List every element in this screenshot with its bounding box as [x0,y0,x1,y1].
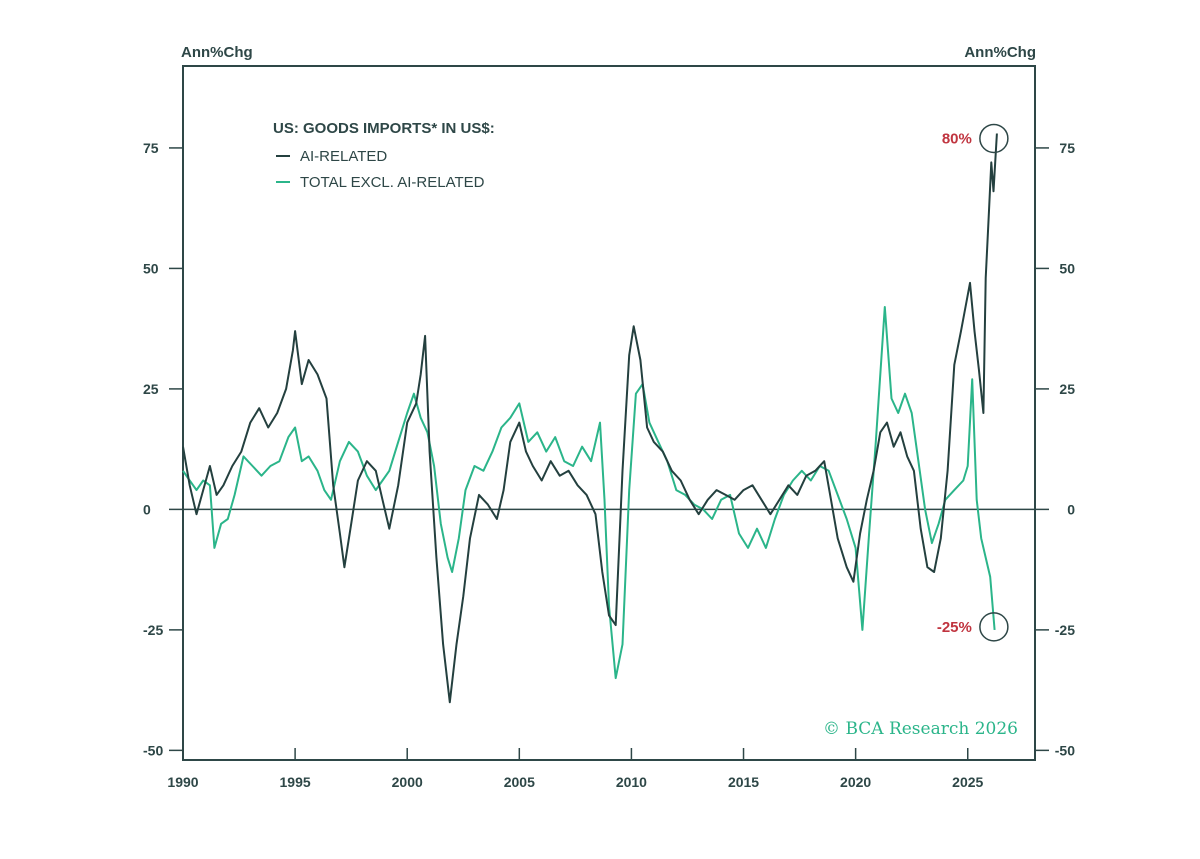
y-tick-label-left: 25 [143,381,159,397]
legend: US: GOODS IMPORTS* IN US$: AI-RELATED TO… [273,120,495,191]
y-tick-label-right: 50 [1059,260,1075,276]
y-tick-label-right: 75 [1059,140,1075,156]
y-tick-label-left: 75 [143,140,159,156]
legend-label-ai-related: AI-RELATED [300,148,387,165]
annotation-circle [979,612,1009,642]
annotation-label: -25% [937,619,972,636]
legend-label-total-excl-ai: TOTAL EXCL. AI-RELATED [300,174,485,191]
series-lines [182,133,998,704]
x-tick-label: 2000 [392,774,423,790]
x-tick-label: 2005 [504,774,535,790]
right-axis-unit: Ann%Chg [964,44,1036,61]
left-axis-unit: Ann%Chg [181,44,253,61]
y-tick-label-left: -25 [143,622,163,638]
y-tick-label-left: 0 [143,501,151,517]
x-tick-label: 2025 [952,774,983,790]
y-tick-label-left: 50 [143,260,159,276]
credit-text: © BCA Research 2026 [823,719,1018,739]
y-tick-label-right: 25 [1059,381,1075,397]
y-tick-label-right: -25 [1055,622,1075,638]
x-tick-label: 2015 [728,774,759,790]
series-line-total-excl-ai [182,306,996,680]
x-tick-label: 2020 [840,774,871,790]
annotations: 80% -25% [937,123,1009,642]
annotation-label: 80% [942,130,972,147]
y-tick-label-right: -50 [1055,742,1075,758]
plot-frame [182,65,1036,761]
y-tick-label-right: 0 [1067,501,1075,517]
x-axis-ticks: 1990 1995 2000 2005 2010 2015 2020 2025 [167,748,984,790]
x-tick-label: 2010 [616,774,647,790]
x-tick-label: 1990 [167,774,198,790]
series-line-ai-related [182,133,998,704]
y-axis-ticks: 75 75 50 50 25 25 0 0 -25 -25 -50 -50 [143,140,1075,758]
x-tick-label: 1995 [280,774,311,790]
legend-title: US: GOODS IMPORTS* IN US$: [273,120,495,137]
annotation-circle [979,123,1009,154]
y-tick-label-left: -50 [143,742,163,758]
